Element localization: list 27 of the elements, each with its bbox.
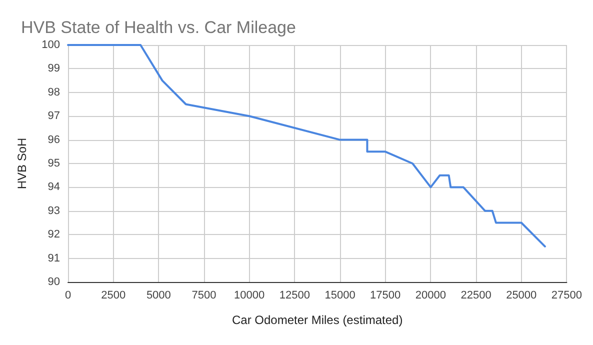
y-tick-label: 94 xyxy=(48,181,60,194)
x-tick-label: 0 xyxy=(64,290,72,302)
x-tick-label: 7500 xyxy=(192,290,216,302)
x-tick-label: 15000 xyxy=(324,290,356,302)
x-tick-label: 20000 xyxy=(415,290,446,302)
y-tick-label: 91 xyxy=(48,252,60,264)
x-tick-label: 2500 xyxy=(101,290,126,302)
x-axis-title: Car Odometer Miles (estimated) xyxy=(232,313,403,327)
y-tick-label: 98 xyxy=(48,86,60,98)
y-tick-label: 99 xyxy=(48,62,60,75)
x-tick-label: 5000 xyxy=(146,290,171,302)
y-tick-label: 95 xyxy=(48,158,60,170)
x-tick-label: 17500 xyxy=(370,290,401,302)
chart-title: HVB State of Health vs. Car Mileage xyxy=(21,18,296,37)
x-tick-label: 10000 xyxy=(234,290,265,302)
y-tick-label: 97 xyxy=(48,110,60,122)
x-tick-label: 22500 xyxy=(460,290,492,302)
y-axis-title: HVB SoH xyxy=(15,138,29,190)
x-tick-label: 12500 xyxy=(279,290,310,302)
y-tick-label: 92 xyxy=(48,228,60,241)
x-tick-label: 27500 xyxy=(551,290,582,302)
y-tick-label: 90 xyxy=(48,276,60,288)
y-tick-label: 93 xyxy=(48,204,60,217)
x-tick-label: 25000 xyxy=(506,290,537,302)
y-tick-label: 96 xyxy=(48,134,60,146)
line-series xyxy=(67,44,546,248)
y-tick-label: 100 xyxy=(42,39,60,51)
